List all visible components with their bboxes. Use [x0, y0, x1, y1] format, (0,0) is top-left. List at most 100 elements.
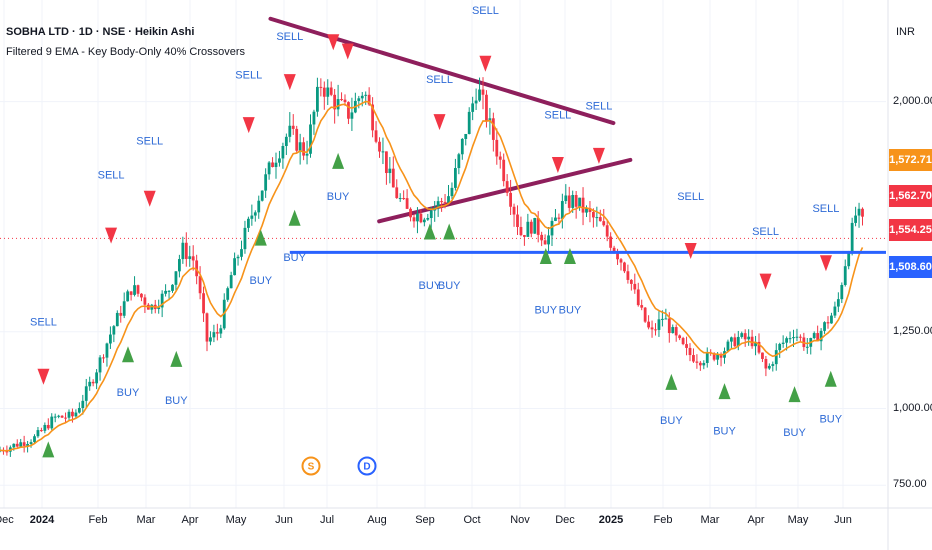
candle-body — [215, 332, 219, 334]
event-marker-letter: S — [308, 462, 315, 473]
candle-body — [267, 162, 271, 175]
sell-arrow — [479, 55, 492, 72]
candle-body — [612, 247, 616, 253]
sell-label: SELL — [98, 169, 125, 181]
candle-body — [498, 156, 502, 160]
candle-body — [309, 124, 312, 154]
candle-body — [585, 208, 588, 213]
candle-body — [491, 118, 495, 140]
candle-body — [702, 362, 706, 366]
candle-body — [329, 87, 333, 95]
candle-body — [719, 354, 723, 358]
sell-label: SELL — [136, 136, 163, 148]
sell-arrow — [105, 227, 118, 244]
candle-body — [360, 95, 364, 99]
candle-body — [188, 256, 192, 259]
grid — [0, 0, 886, 508]
candle-body — [88, 381, 92, 387]
candle-body — [554, 217, 557, 221]
indicator-title[interactable]: Filtered 9 EMA - Key Body-Only 40% Cross… — [6, 46, 246, 58]
candle-body — [257, 200, 261, 213]
candle-body — [429, 210, 433, 219]
buy-arrow — [121, 346, 134, 363]
candle-body — [636, 289, 640, 306]
candle-body — [619, 259, 623, 263]
candle-body — [536, 218, 540, 235]
candle-body — [750, 336, 754, 347]
time-tick-label: Dec — [0, 514, 14, 526]
candle-body — [457, 154, 461, 169]
candle-body — [278, 158, 281, 163]
candle-body — [33, 436, 36, 443]
candle-body — [412, 217, 416, 222]
candle-body — [509, 192, 512, 207]
candle-body — [733, 337, 737, 347]
candle-body — [692, 355, 695, 362]
candle-body — [305, 153, 309, 156]
candle-body — [50, 416, 54, 429]
sell-label: SELL — [30, 317, 57, 329]
candle-body — [781, 342, 785, 344]
sell-arrow — [551, 157, 564, 174]
chart-title[interactable]: SOBHA LTD · 1D · NSE · Heikin Ashi — [6, 26, 195, 38]
trendline[interactable] — [268, 16, 616, 126]
time-tick-label: May — [225, 514, 247, 526]
sell-label: SELL — [276, 31, 303, 43]
candle-body — [416, 213, 419, 222]
candle-body — [533, 218, 537, 234]
candle-body — [343, 99, 347, 103]
candle-body — [754, 341, 757, 347]
candle-body — [229, 275, 233, 289]
candle-body — [460, 138, 464, 155]
candle-body — [795, 336, 799, 338]
candle-body — [671, 327, 675, 334]
candle-body — [371, 104, 374, 131]
candle-body — [526, 221, 530, 237]
candle-body — [19, 442, 23, 447]
candle-body — [495, 139, 499, 157]
candle-body — [609, 236, 613, 248]
candle-body — [184, 242, 188, 259]
candle-body — [243, 227, 247, 250]
event-marker-s[interactable] — [301, 456, 321, 476]
currency-label[interactable]: INR — [896, 26, 915, 38]
time-tick-label: 2025 — [598, 514, 624, 526]
candle-body — [115, 312, 119, 327]
candle-body — [716, 354, 719, 360]
candle-body — [326, 87, 330, 97]
candle-body — [298, 142, 302, 151]
candle-body — [405, 198, 409, 209]
candle-body — [833, 306, 837, 316]
candle-body — [74, 412, 78, 417]
candle-body — [485, 94, 488, 122]
candle-body — [195, 260, 199, 277]
candle-body — [212, 332, 216, 338]
event-marker-d[interactable] — [357, 456, 377, 476]
candle-body — [681, 338, 685, 345]
candle-body — [150, 304, 154, 310]
sell-arrow — [341, 43, 354, 60]
candle-body — [540, 234, 544, 241]
candle-body — [605, 225, 609, 237]
sell-arrow — [143, 190, 156, 207]
buy-label: BUY — [283, 252, 306, 264]
candle-body — [57, 415, 61, 417]
time-tick-label: 2024 — [29, 514, 55, 526]
time-tick-label: Oct — [463, 514, 481, 526]
candle-body — [436, 201, 440, 208]
sell-arrow — [759, 273, 772, 290]
buy-arrow — [288, 209, 301, 226]
candle-body — [209, 337, 212, 342]
candle-body — [847, 253, 851, 267]
candle-body — [202, 293, 205, 314]
candle-body — [743, 333, 747, 340]
candle-body — [291, 125, 295, 129]
candle-body — [843, 266, 847, 285]
candle-body — [816, 333, 820, 342]
candle-body — [67, 411, 71, 418]
candle-body — [464, 133, 468, 139]
candle-body — [402, 198, 406, 200]
candle-body — [799, 336, 802, 338]
